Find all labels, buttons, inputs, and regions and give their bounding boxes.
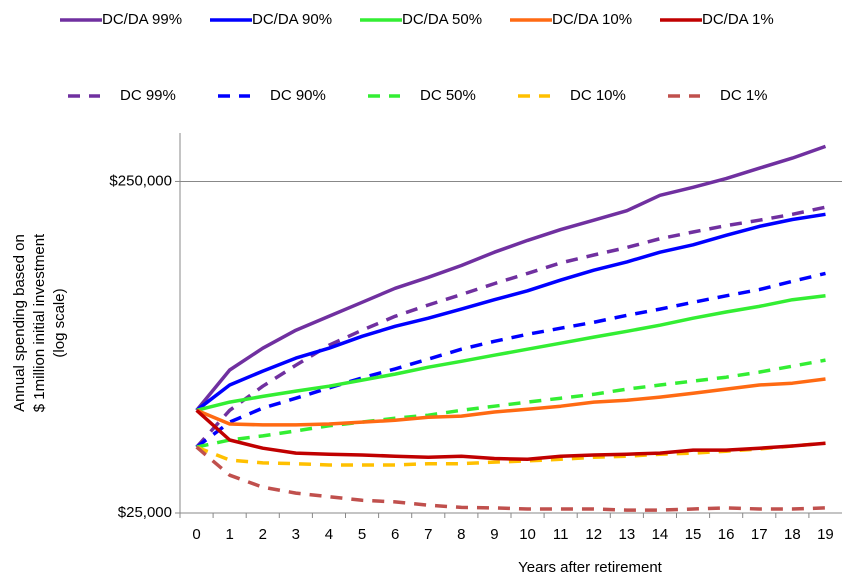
x-tick-label: 17	[751, 526, 768, 543]
y-axis-title-line: $ 1million initial investment	[31, 233, 48, 412]
x-tick-label: 13	[619, 526, 636, 543]
x-tick-label: 14	[652, 526, 669, 543]
y-axis-title-line: (log scale)	[51, 288, 68, 357]
x-tick-label: 16	[718, 526, 735, 543]
x-tick-label: 5	[358, 526, 366, 543]
legend-label: DC 1%	[720, 87, 768, 104]
y-axis-title-line: Annual spending based on	[11, 234, 28, 412]
series-line	[195, 205, 826, 449]
legend-label: DC/DA 1%	[702, 11, 774, 28]
legend-label: DC 50%	[420, 87, 476, 104]
x-tick-label: 9	[490, 526, 498, 543]
series-line	[195, 445, 826, 512]
series-line	[195, 212, 826, 412]
x-tick-label: 11	[553, 526, 569, 543]
y-tick-label: $25,000	[118, 504, 172, 521]
y-axis-title: Annual spending based on $ 1million init…	[11, 233, 68, 412]
x-axis-title: Years after retirement	[518, 559, 663, 576]
legend-label: DC/DA 10%	[552, 11, 632, 28]
x-tick-label: 6	[391, 526, 399, 543]
legend-label: DC 90%	[270, 87, 326, 104]
series-line	[196, 358, 826, 449]
series-line	[195, 271, 826, 449]
legend-label: DC 99%	[120, 87, 176, 104]
series-line	[195, 408, 826, 462]
x-tick-label: 2	[259, 526, 267, 543]
legend-label: DC 10%	[570, 87, 626, 104]
x-tick-label: 18	[784, 526, 801, 543]
series-line	[195, 377, 826, 427]
legend-label: DC/DA 99%	[102, 11, 182, 28]
x-tick-label: 15	[685, 526, 702, 543]
x-tick-label: 10	[519, 526, 536, 543]
series-line	[195, 144, 827, 412]
x-tick-label: 1	[225, 526, 233, 543]
x-tick-label: 12	[585, 526, 602, 543]
x-tick-label: 19	[817, 526, 834, 543]
x-tick-label: 4	[325, 526, 333, 543]
legend-label: DC/DA 90%	[252, 11, 332, 28]
legend-label: DC/DA 50%	[402, 11, 482, 28]
series-line	[196, 294, 826, 412]
x-tick-label: 8	[457, 526, 465, 543]
x-tick-label: 0	[192, 526, 200, 543]
y-tick-label: $250,000	[109, 172, 172, 189]
x-tick-label: 3	[292, 526, 300, 543]
x-tick-label: 7	[424, 526, 432, 543]
